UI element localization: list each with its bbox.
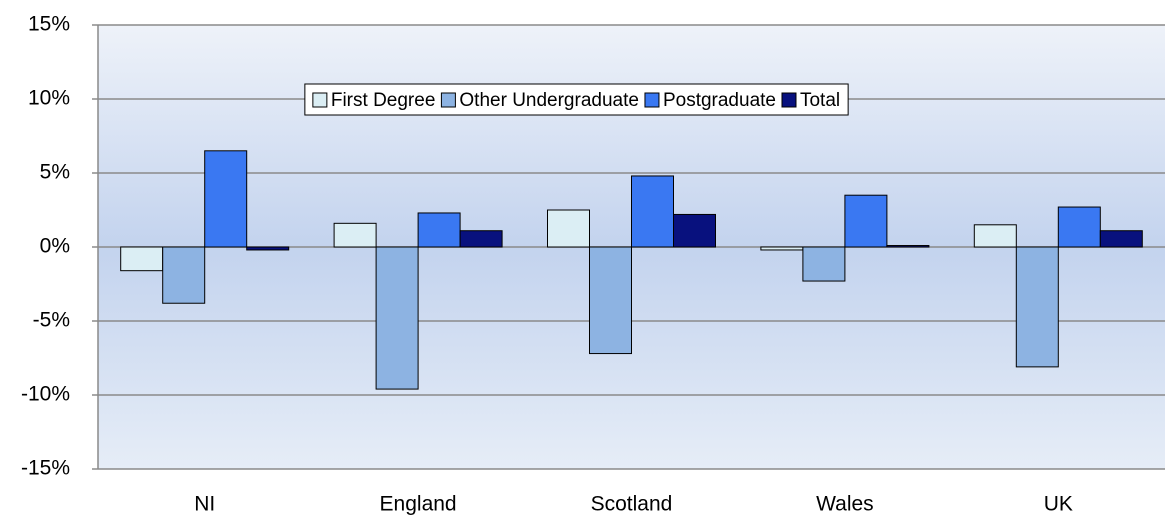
bar (802, 246, 846, 282)
legend-swatch (781, 92, 797, 108)
bar (162, 246, 206, 304)
legend: First Degree Other Undergraduate Postgradu… (312, 90, 840, 111)
bar (547, 209, 590, 248)
legend-label: Postgraduate (663, 90, 776, 111)
bar (120, 246, 164, 272)
y-tick-label: -5% (33, 309, 70, 332)
y-tick-label: 10% (28, 87, 70, 110)
y-tick-label: -10% (21, 383, 70, 406)
bar (459, 230, 503, 248)
legend-label: Total (800, 90, 840, 111)
bar (589, 246, 632, 355)
bar (886, 245, 930, 248)
y-tick-label: 0% (40, 235, 70, 258)
bar (1099, 230, 1143, 248)
legend-swatch (312, 92, 328, 108)
bar (1057, 206, 1101, 248)
bar (631, 175, 674, 248)
legend-label: First Degree (331, 90, 436, 111)
x-tick-label: UK (1044, 493, 1073, 516)
x-tick-label: NI (194, 493, 215, 516)
y-tick-label: -15% (21, 457, 70, 480)
x-tick-label: Scotland (591, 493, 673, 516)
bar (1015, 246, 1059, 368)
y-tick-label: 5% (40, 161, 70, 184)
bar (246, 246, 290, 251)
x-tick-label: Wales (816, 493, 874, 516)
legend-frame (304, 83, 849, 116)
bar (375, 246, 419, 390)
bar (673, 213, 716, 248)
legend-label: Other Undergraduate (459, 90, 639, 111)
bar (333, 222, 377, 248)
legend-swatch (440, 92, 456, 108)
x-tick-label: England (380, 493, 457, 516)
bar (204, 150, 248, 248)
bar (760, 246, 804, 251)
legend-swatch (644, 92, 660, 108)
bar (844, 194, 888, 248)
bar (417, 212, 461, 248)
y-tick-label: 15% (28, 13, 70, 36)
bar (973, 224, 1017, 248)
